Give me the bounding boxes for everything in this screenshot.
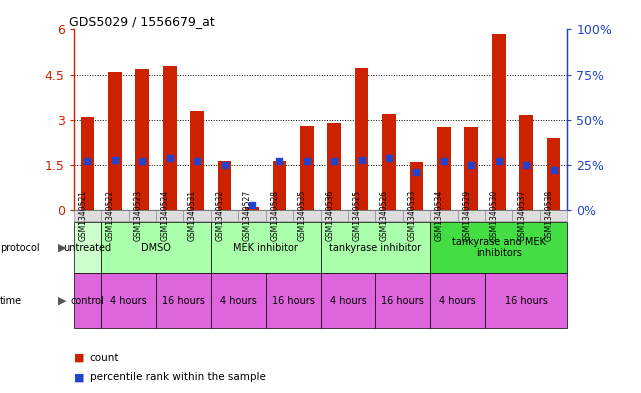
Text: percentile rank within the sample: percentile rank within the sample xyxy=(90,372,265,382)
Text: GSM1340524: GSM1340524 xyxy=(161,190,170,241)
Text: GSM1340523: GSM1340523 xyxy=(133,190,142,241)
Point xyxy=(412,169,422,175)
Bar xyxy=(519,116,533,210)
Bar xyxy=(300,126,313,210)
Text: ▶: ▶ xyxy=(58,242,66,253)
Point xyxy=(302,158,312,165)
Text: protocol: protocol xyxy=(0,242,40,253)
Point xyxy=(137,158,147,165)
Point xyxy=(549,167,559,174)
Text: ■: ■ xyxy=(74,372,84,382)
Text: GSM1340527: GSM1340527 xyxy=(243,190,252,241)
Point xyxy=(521,162,531,168)
Text: 16 hours: 16 hours xyxy=(504,296,547,306)
Point xyxy=(110,156,120,163)
Point xyxy=(494,158,504,165)
Text: ■: ■ xyxy=(74,353,84,363)
Text: GSM1340530: GSM1340530 xyxy=(490,190,499,241)
Bar xyxy=(218,160,231,210)
Text: GSM1340534: GSM1340534 xyxy=(435,190,444,241)
Point xyxy=(384,155,394,161)
Text: DMSO: DMSO xyxy=(141,242,171,253)
Bar xyxy=(410,162,423,210)
Point xyxy=(192,158,203,165)
Text: GSM1340536: GSM1340536 xyxy=(325,190,334,241)
Point xyxy=(219,162,229,168)
Bar xyxy=(190,111,204,210)
Text: 16 hours: 16 hours xyxy=(162,296,205,306)
Bar xyxy=(163,66,176,210)
Text: time: time xyxy=(0,296,22,306)
Bar xyxy=(328,123,341,210)
Text: 16 hours: 16 hours xyxy=(272,296,315,306)
Text: 4 hours: 4 hours xyxy=(329,296,366,306)
Text: control: control xyxy=(71,296,104,306)
Text: 16 hours: 16 hours xyxy=(381,296,424,306)
Bar xyxy=(81,117,94,210)
Bar xyxy=(465,127,478,210)
Point xyxy=(274,158,285,165)
Text: untreated: untreated xyxy=(63,242,112,253)
Point xyxy=(247,202,257,208)
Bar xyxy=(547,138,560,210)
Text: GSM1340521: GSM1340521 xyxy=(78,190,87,241)
Text: GSM1340522: GSM1340522 xyxy=(106,190,115,241)
Text: GSM1340538: GSM1340538 xyxy=(545,190,554,241)
Text: GSM1340532: GSM1340532 xyxy=(215,190,224,241)
Point xyxy=(82,158,92,165)
Text: GSM1340535: GSM1340535 xyxy=(298,190,307,241)
Point xyxy=(329,158,339,165)
Text: ▶: ▶ xyxy=(58,296,66,306)
Text: GSM1340526: GSM1340526 xyxy=(380,190,389,241)
Text: 4 hours: 4 hours xyxy=(439,296,476,306)
Point xyxy=(438,158,449,165)
Text: GSM1340533: GSM1340533 xyxy=(408,190,417,241)
Bar xyxy=(245,207,259,210)
Text: GSM1340531: GSM1340531 xyxy=(188,190,197,241)
Bar xyxy=(135,69,149,210)
Text: GSM1340537: GSM1340537 xyxy=(517,190,526,241)
Point xyxy=(356,156,367,163)
Text: 4 hours: 4 hours xyxy=(110,296,147,306)
Text: 4 hours: 4 hours xyxy=(220,296,256,306)
Bar xyxy=(272,162,287,210)
Point xyxy=(466,162,476,168)
Text: tankyrase inhibitor: tankyrase inhibitor xyxy=(329,242,421,253)
Point xyxy=(165,155,175,161)
Bar xyxy=(437,127,451,210)
Text: GSM1340525: GSM1340525 xyxy=(353,190,362,241)
Bar xyxy=(492,34,506,210)
Bar xyxy=(382,114,396,210)
Text: GDS5029 / 1556679_at: GDS5029 / 1556679_at xyxy=(69,15,215,28)
Bar xyxy=(108,72,122,210)
Text: count: count xyxy=(90,353,119,363)
Bar xyxy=(354,68,369,210)
Text: GSM1340529: GSM1340529 xyxy=(462,190,471,241)
Text: GSM1340528: GSM1340528 xyxy=(271,190,279,241)
Text: MEK inhibitor: MEK inhibitor xyxy=(233,242,298,253)
Text: tankyrase and MEK
inhibitors: tankyrase and MEK inhibitors xyxy=(452,237,545,258)
